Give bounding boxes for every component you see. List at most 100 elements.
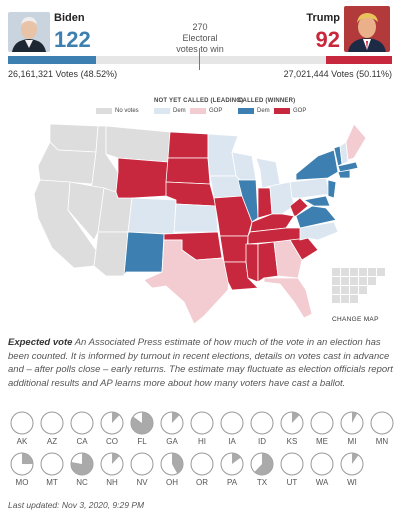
win-threshold-marker — [199, 48, 200, 70]
state-WI[interactable] — [231, 151, 257, 181]
state-pie-id — [250, 411, 274, 435]
state-pie-fill-ga — [172, 412, 180, 423]
state-AL[interactable] — [257, 241, 279, 283]
votes-to-win-line1: Electoral — [182, 33, 218, 43]
trump-electoral-bar — [326, 56, 392, 64]
state-cell-nh[interactable]: NH — [98, 452, 126, 487]
state-WV[interactable] — [289, 197, 309, 217]
state-SD[interactable] — [165, 157, 211, 185]
state-NM[interactable] — [123, 231, 165, 277]
change-map-button[interactable]: CHANGE MAP — [332, 316, 379, 323]
state-cell-mn[interactable]: MN — [368, 411, 396, 446]
state-code-label: CA — [76, 437, 88, 446]
state-pie-pa — [220, 452, 244, 476]
state-MD[interactable] — [303, 195, 331, 207]
state-code-label: AK — [16, 437, 28, 446]
state-cell-wa[interactable]: WA — [308, 452, 336, 487]
biden-electoral-count: 122 — [54, 27, 91, 52]
state-cell-pa[interactable]: PA — [218, 452, 246, 487]
state-WA[interactable] — [49, 123, 99, 153]
state-cell-id[interactable]: ID — [248, 411, 276, 446]
legend-dem-leading: Dem — [154, 108, 186, 114]
state-cell-tx[interactable]: TX — [248, 452, 276, 487]
state-NH[interactable] — [339, 141, 349, 165]
state-cell-nv[interactable]: NV — [128, 452, 156, 487]
state-pie-az — [40, 411, 64, 435]
state-GA[interactable] — [273, 239, 303, 279]
state-pie-hi — [190, 411, 214, 435]
state-MT[interactable] — [105, 125, 171, 163]
state-IN[interactable] — [257, 187, 273, 219]
votes-to-win-label: 270 Electoral votes to win — [150, 22, 250, 55]
state-cell-ga[interactable]: GA — [158, 411, 186, 446]
legend-swatch-dem-leading — [154, 108, 170, 114]
state-MA[interactable] — [337, 161, 359, 173]
state-ND[interactable] — [167, 131, 209, 159]
state-expected-vote-row-1: AK AZ CA CO FL GA HI IA ID KS ME MI MN — [8, 411, 396, 446]
state-VA[interactable] — [295, 205, 337, 229]
state-expected-vote-row-2: MO MT NC NH NV OH OR PA TX UT WA WI — [8, 452, 366, 487]
state-PA[interactable] — [289, 177, 331, 199]
state-code-label: WI — [347, 478, 357, 487]
state-cell-hi[interactable]: HI — [188, 411, 216, 446]
state-NY[interactable] — [295, 149, 339, 181]
state-pie-wi — [340, 452, 364, 476]
state-cell-ak[interactable]: AK — [8, 411, 36, 446]
state-code-label: ID — [258, 437, 266, 446]
state-OH[interactable] — [269, 181, 295, 215]
state-MS[interactable] — [245, 243, 259, 283]
state-pie-fill-pa — [232, 453, 241, 464]
state-cell-mi[interactable]: MI — [338, 411, 366, 446]
state-cell-oh[interactable]: OH — [158, 452, 186, 487]
state-IA[interactable] — [209, 175, 243, 199]
state-cell-co[interactable]: CO — [98, 411, 126, 446]
legend-dem-called: Dem — [238, 108, 270, 114]
state-code-label: MO — [15, 478, 29, 487]
trump-photo — [344, 6, 390, 52]
state-AZ[interactable] — [93, 231, 129, 277]
state-FL[interactable] — [263, 277, 313, 319]
state-AR[interactable] — [219, 235, 249, 263]
state-NJ[interactable] — [327, 179, 337, 199]
state-pie-fill-wi — [352, 453, 359, 464]
state-pie-ut — [280, 452, 304, 476]
state-IL[interactable] — [237, 179, 259, 223]
state-code-label: KS — [286, 437, 298, 446]
state-NV[interactable] — [67, 181, 105, 241]
state-code-label: AZ — [46, 437, 58, 446]
state-code-label: OR — [196, 478, 208, 487]
state-cell-ks[interactable]: KS — [278, 411, 306, 446]
state-KS[interactable] — [173, 203, 219, 233]
electoral-bar-track — [8, 56, 392, 64]
state-cell-ut[interactable]: UT — [278, 452, 306, 487]
state-cell-ca[interactable]: CA — [68, 411, 96, 446]
state-CT[interactable] — [337, 169, 351, 179]
state-MI[interactable] — [255, 157, 281, 189]
state-code-label: CO — [106, 437, 118, 446]
state-cell-me[interactable]: ME — [308, 411, 336, 446]
state-pie-co — [100, 411, 124, 435]
state-cell-nc[interactable]: NC — [68, 452, 96, 487]
state-code-label: MT — [46, 478, 58, 487]
small-states-grid — [332, 268, 385, 303]
biden-popular-votes: 26,161,321 Votes (48.52%) — [8, 69, 118, 79]
state-cell-fl[interactable]: FL — [128, 411, 156, 446]
state-NC[interactable] — [299, 221, 339, 241]
state-code-label: PA — [226, 478, 238, 487]
state-ME[interactable] — [345, 123, 367, 161]
state-pie-ak — [10, 411, 34, 435]
state-TX[interactable] — [143, 239, 231, 325]
state-cell-ia[interactable]: IA — [218, 411, 246, 446]
state-cell-mo[interactable]: MO — [8, 452, 36, 487]
state-WY[interactable] — [115, 157, 169, 199]
state-code-label: TX — [256, 478, 268, 487]
state-cell-az[interactable]: AZ — [38, 411, 66, 446]
state-pie-nv — [130, 452, 154, 476]
state-pie-fl — [130, 411, 154, 435]
trump-electoral-count: 92 — [315, 27, 340, 52]
state-cell-wi[interactable]: WI — [338, 452, 366, 487]
state-CO[interactable] — [127, 197, 177, 235]
state-cell-or[interactable]: OR — [188, 452, 216, 487]
state-pie-fill-fl — [130, 412, 153, 434]
state-cell-mt[interactable]: MT — [38, 452, 66, 487]
